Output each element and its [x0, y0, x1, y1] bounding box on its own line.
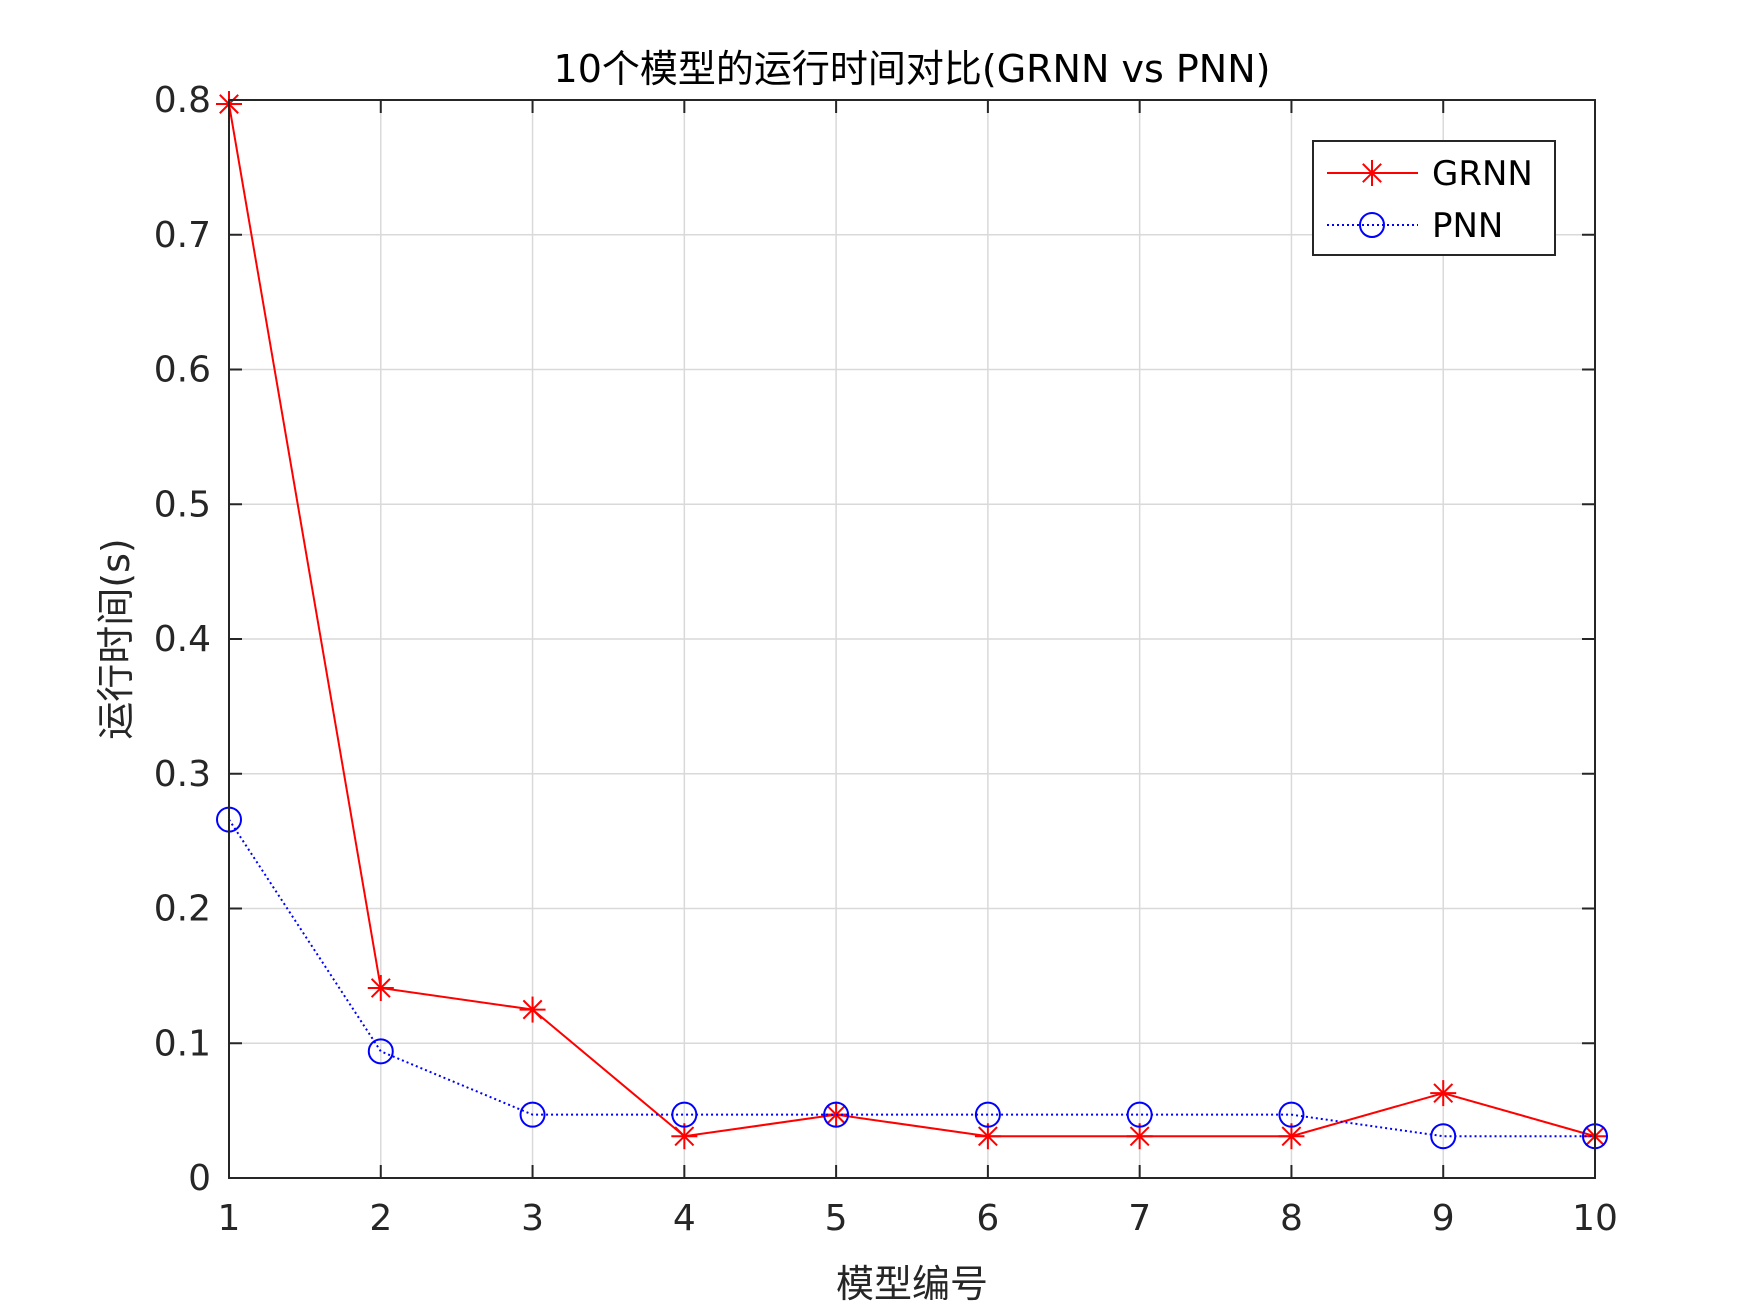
x-tick-label: 3: [521, 1198, 544, 1239]
data-point-grnn: [1430, 1080, 1457, 1107]
series-layer: [216, 91, 1608, 1150]
x-tick-label: 10: [1572, 1198, 1618, 1239]
y-axis-label: 运行时间(s): [94, 538, 138, 739]
data-point-grnn: [367, 975, 394, 1002]
data-point-pnn: [974, 1101, 1001, 1128]
data-point-pnn: [1430, 1123, 1457, 1150]
y-tick-labels: 0 0.1 0.2 0.3 0.4 0.5 0.6 0.7 0.8: [154, 80, 211, 1199]
legend-marker: [1359, 160, 1385, 186]
y-tick-label: 0.1: [154, 1023, 211, 1064]
legend-label: PNN: [1432, 206, 1503, 246]
legend-entries: GRNN PNN: [1327, 154, 1533, 246]
legend-marker: [1359, 212, 1385, 238]
x-tick-label: 1: [218, 1198, 241, 1239]
data-point-pnn: [671, 1101, 698, 1128]
legend-box: [1312, 140, 1556, 256]
data-point-grnn: [519, 996, 546, 1023]
data-point-pnn: [1126, 1101, 1153, 1128]
data-point-pnn: [519, 1101, 546, 1128]
x-tick-label: 8: [1280, 1198, 1303, 1239]
data-point-grnn: [1278, 1123, 1305, 1150]
x-tick-label: 6: [976, 1198, 999, 1239]
y-tick-label: 0.4: [154, 619, 211, 660]
y-tick-label: 0.3: [154, 754, 211, 795]
chart-title: 10个模型的运行时间对比(GRNN vs PNN): [554, 47, 1271, 91]
data-point-pnn: [823, 1101, 850, 1128]
x-tick-label: 5: [825, 1198, 848, 1239]
x-tick-label: 9: [1432, 1198, 1455, 1239]
x-tick-labels: 1 2 3 4 5 6 7 8 9 10: [218, 1198, 1618, 1239]
data-point-pnn: [367, 1038, 394, 1065]
y-tick-label: 0.6: [154, 350, 211, 391]
legend: GRNN PNN: [1312, 140, 1556, 256]
series-line-grnn: [228, 103, 1596, 1138]
x-tick-label: 4: [673, 1198, 696, 1239]
x-tick-label: 7: [1128, 1198, 1151, 1239]
tick-marks: [228, 99, 1596, 1179]
series-grnn: [216, 91, 1608, 1150]
series-line-pnn: [228, 819, 1595, 1138]
y-tick-label: 0.7: [154, 215, 211, 256]
y-tick-label: 0: [188, 1158, 211, 1199]
legend-item-grnn: GRNN: [1327, 154, 1533, 194]
x-tick-label: 2: [369, 1198, 392, 1239]
y-tick-label: 0.8: [154, 80, 211, 121]
x-axis-label: 模型编号: [836, 1262, 988, 1306]
y-tick-label: 0.2: [154, 889, 211, 930]
y-tick-label: 0.5: [154, 484, 211, 525]
data-point-pnn: [1278, 1101, 1305, 1128]
legend-item-pnn: PNN: [1327, 206, 1503, 246]
legend-label: GRNN: [1432, 154, 1533, 194]
